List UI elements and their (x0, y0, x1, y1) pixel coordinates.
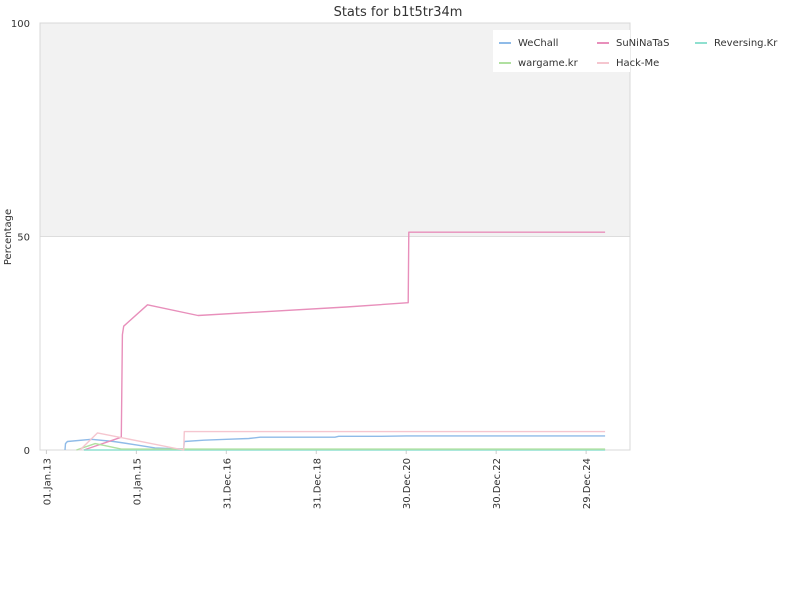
chart-title: Stats for b1t5tr34m (334, 5, 463, 20)
legend-label: wargame.kr (518, 58, 579, 69)
legend-label: Hack-Me (616, 58, 659, 69)
x-tick-label: 31.Dec.18 (312, 458, 323, 509)
y-tick-label: 50 (17, 233, 30, 244)
series-line-suninatas (83, 231, 606, 451)
legend-label: WeChall (518, 38, 558, 49)
x-tick-label: 30.Dec.20 (402, 458, 413, 509)
x-tick-label: 30.Dec.22 (492, 458, 503, 509)
y-tick-label: 100 (11, 19, 30, 30)
legend-label: SuNiNaTaS (616, 38, 669, 49)
x-tick-label: 29.Dec.24 (582, 458, 593, 509)
y-axis-label: Percentage (3, 209, 14, 265)
x-tick-label: 01.Jan.13 (42, 458, 53, 505)
plot-area: 0 50 100 01.Jan.13 01.Jan.15 31.Dec.16 31.Dec.… (11, 19, 631, 509)
x-tick-label: 01.Jan.15 (132, 458, 143, 505)
legend-background (493, 30, 630, 72)
series-line-wargame-kr (76, 442, 606, 451)
series-line-hack-me (79, 430, 606, 451)
y-tick-label: 0 (24, 446, 30, 457)
legend-label: Reversing.Kr (714, 38, 778, 49)
series-line-wechall (64, 435, 606, 451)
x-tick-label: 31.Dec.16 (222, 458, 233, 509)
legend: WeChall SuNiNaTaS Reversing.Kr wargame.kr Ha… (493, 30, 778, 72)
